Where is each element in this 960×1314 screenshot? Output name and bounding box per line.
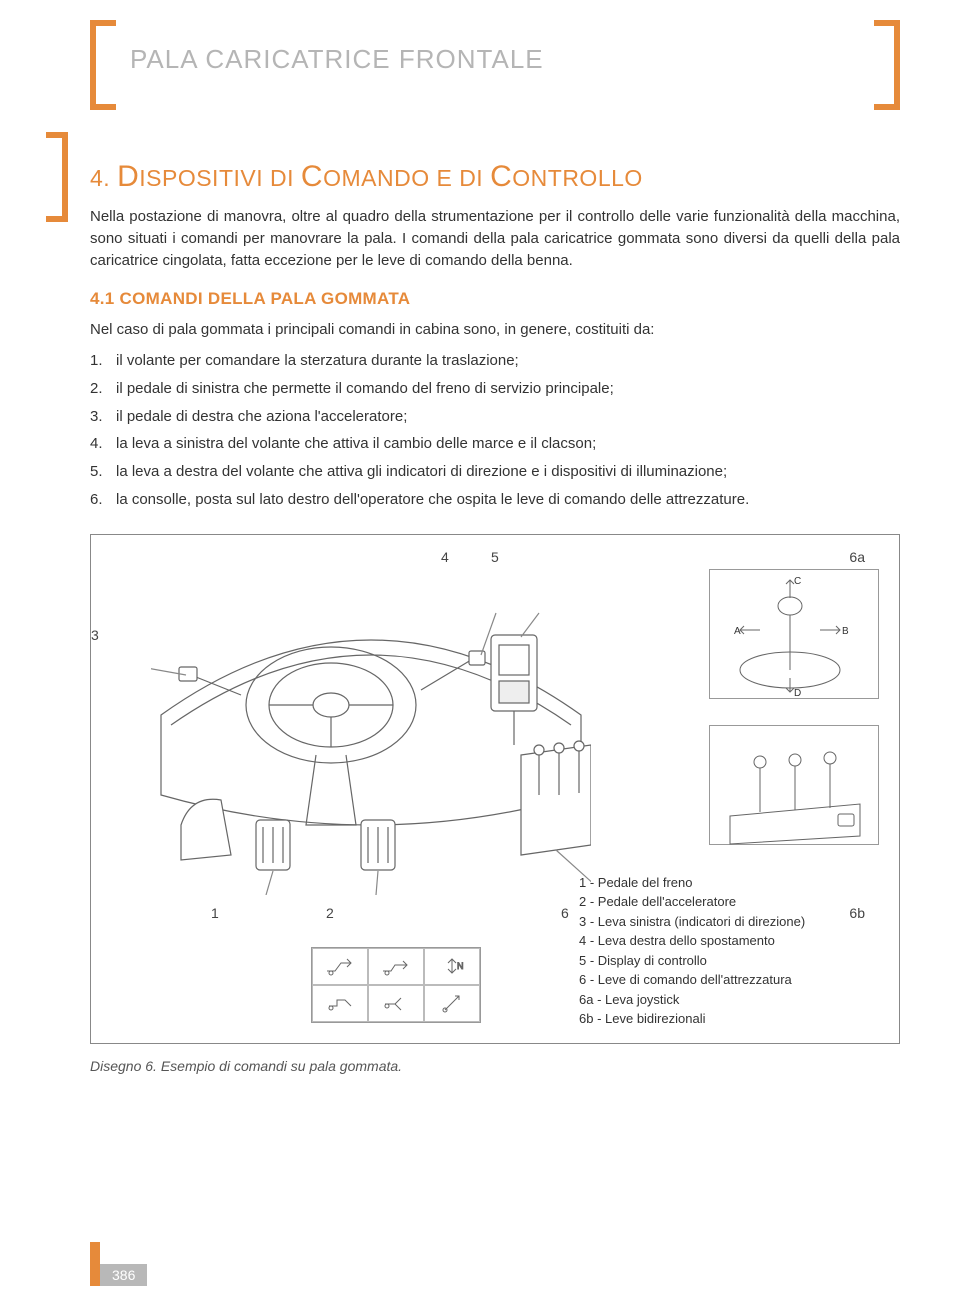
section-text-3: ONTROLLO xyxy=(512,165,643,191)
legend-line: 6 - Leve di comando dell'attrezzatura xyxy=(579,970,879,990)
bracket-side xyxy=(46,132,68,222)
panel-icon xyxy=(368,948,424,985)
panel-icon xyxy=(312,985,368,1022)
section-text-1: ISPOSITIVI DI xyxy=(139,165,301,191)
callout-6a: 6a xyxy=(849,549,865,565)
page-number-box: 386 xyxy=(90,1242,147,1286)
list-item: la leva a sinistra del volante che attiv… xyxy=(90,430,900,458)
legend-line: 4 - Leva destra dello spostamento xyxy=(579,931,879,951)
section-cap-2: C xyxy=(301,160,323,193)
list-intro: Nel caso di pala gommata i principali co… xyxy=(90,319,900,341)
figure-legend: 1 - Pedale del freno 2 - Pedale dell'acc… xyxy=(579,873,879,1029)
subsection-heading: 4.1 COMANDI DELLA PALA GOMMATA xyxy=(90,289,900,309)
panel-icon: N xyxy=(424,948,480,985)
list-item: il volante per comandare la sterzatura d… xyxy=(90,347,900,375)
callout-2: 2 xyxy=(326,905,334,921)
legend-line: 5 - Display di controllo xyxy=(579,951,879,971)
page-number: 386 xyxy=(100,1264,147,1286)
legend-line: 6a - Leva joystick xyxy=(579,990,879,1010)
bracket-top-left xyxy=(90,20,116,110)
bracket-top-right xyxy=(874,20,900,110)
section-cap-3: C xyxy=(490,160,512,193)
section-text-2: OMANDO E DI xyxy=(323,165,490,191)
icon-panel: N xyxy=(311,947,481,1023)
callout-3: 3 xyxy=(91,627,99,643)
svg-text:N: N xyxy=(457,961,464,971)
callout-1: 1 xyxy=(211,905,219,921)
section-number: 4. xyxy=(90,165,110,191)
callout-5: 5 xyxy=(491,549,499,565)
legend-line: 1 - Pedale del freno xyxy=(579,873,879,893)
section-heading: 4. DISPOSITIVI DI COMANDO E DI CONTROLLO xyxy=(90,160,900,194)
label-D: D xyxy=(794,688,801,699)
page-number-tab xyxy=(90,1242,100,1286)
list-item: il pedale di destra che aziona l'acceler… xyxy=(90,403,900,431)
cabin-diagram xyxy=(151,595,591,895)
label-C: C xyxy=(794,576,801,587)
figure-caption: Disegno 6. Esempio di comandi su pala go… xyxy=(90,1058,900,1074)
label-B: B xyxy=(842,626,849,637)
list-item: la leva a destra del volante che attiva … xyxy=(90,458,900,486)
section-cap-1: D xyxy=(117,160,139,193)
legend-line: 3 - Leva sinistra (indicatori di direzio… xyxy=(579,912,879,932)
panel-icon xyxy=(424,985,480,1022)
list-item: il pedale di sinistra che permette il co… xyxy=(90,375,900,403)
panel-icon xyxy=(312,948,368,985)
intro-paragraph: Nella postazione di manovra, oltre al qu… xyxy=(90,206,900,271)
callout-6: 6 xyxy=(561,905,569,921)
document-title: PALA CARICATRICE FRONTALE xyxy=(130,44,544,75)
command-list: il volante per comandare la sterzatura d… xyxy=(90,347,900,514)
list-item: la consolle, posta sul lato destro dell'… xyxy=(90,486,900,514)
panel-icon xyxy=(368,985,424,1022)
label-A: A xyxy=(734,626,741,637)
legend-line: 2 - Pedale dell'acceleratore xyxy=(579,892,879,912)
legend-line: 6b - Leve bidirezionali xyxy=(579,1009,879,1029)
inset-levers xyxy=(709,725,879,845)
callout-4: 4 xyxy=(441,549,449,565)
figure-box: 4 5 6a 3 1 2 6 6b xyxy=(90,534,900,1044)
inset-joystick: C B A D xyxy=(709,569,879,699)
